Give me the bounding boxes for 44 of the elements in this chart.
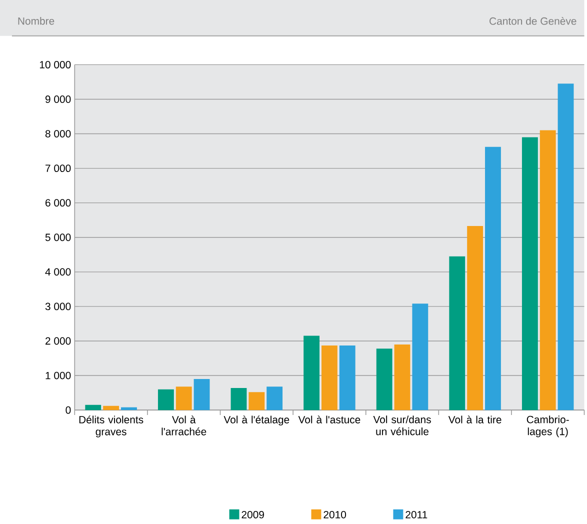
x-tick-label: Vol à l'étalage (224, 416, 290, 426)
bar (522, 137, 538, 410)
bar (485, 147, 501, 410)
y-tick-label: 0 (66, 406, 71, 414)
x-tick-label: Vol à l'arrachée (162, 416, 206, 436)
x-tick-label: Vol à l'astuce (298, 416, 360, 424)
y-tick-label: 4 000 (45, 268, 71, 276)
bar (394, 344, 410, 410)
y-tick-label: 2 000 (46, 337, 71, 345)
bar (103, 406, 120, 410)
x-tick-label: Délits violents graves (79, 416, 144, 438)
bar (339, 346, 356, 410)
y-tick-label: 1 000 (46, 372, 71, 380)
bar (248, 392, 265, 410)
bar (304, 336, 320, 410)
bar (449, 256, 466, 410)
y-tick-label: 3 000 (45, 302, 71, 310)
y-tick-label: 9 000 (45, 96, 71, 104)
bar (85, 405, 102, 410)
y-tick-label: 6 000 (46, 199, 71, 207)
bar (121, 407, 137, 410)
bar (158, 389, 174, 410)
bar (176, 386, 192, 410)
y-axis-title: Nombre (18, 17, 54, 25)
bar (194, 379, 210, 410)
legend-label: 2011 (406, 511, 428, 518)
x-tick-label: Vol à la tire (448, 416, 502, 424)
bar (540, 130, 556, 410)
chart-subtitle: Canton de Genève (490, 17, 576, 25)
bar (321, 346, 338, 410)
bar (467, 226, 484, 410)
x-tick-label: Vol sur/dans un véhicule (373, 416, 431, 436)
bar (266, 386, 283, 410)
bar (230, 388, 247, 410)
bar (558, 84, 574, 410)
x-tick-label: Cambrio-lages (1) (526, 416, 569, 438)
y-tick-label: 5 000 (45, 234, 71, 242)
bar (376, 348, 392, 410)
y-tick-label: 10 000 (40, 61, 71, 69)
y-tick-label: 7 000 (46, 164, 71, 172)
bar (412, 304, 428, 410)
y-tick-label: 8 000 (45, 130, 71, 138)
legend-label: 2010 (324, 511, 346, 518)
legend-label: 2009 (242, 511, 264, 518)
